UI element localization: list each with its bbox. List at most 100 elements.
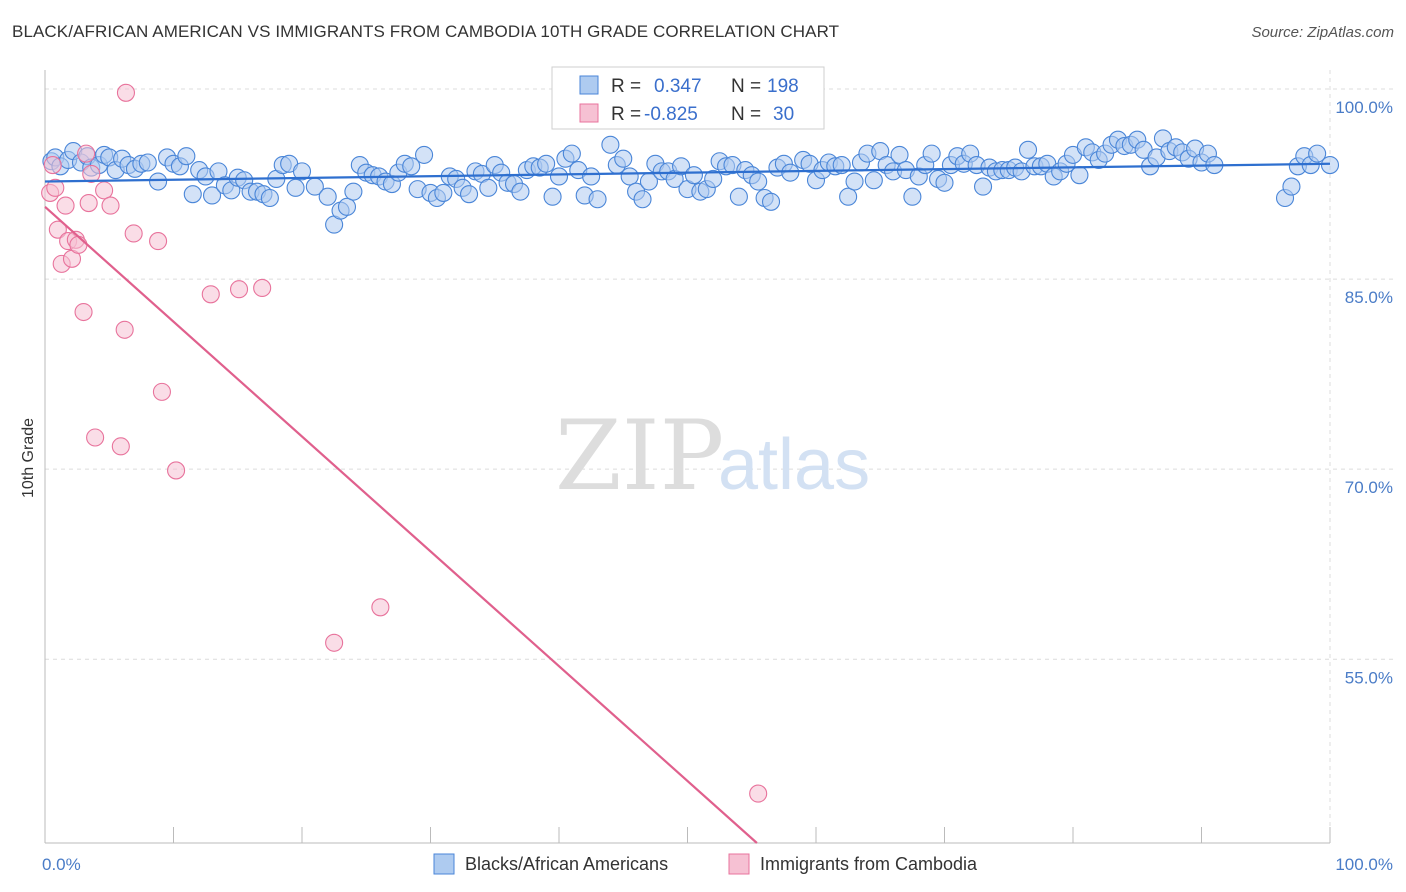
blue-point-124 [864, 171, 883, 190]
blue-point-184 [1320, 155, 1340, 175]
pink-point-11 [77, 144, 96, 163]
stats-blue-swatch [579, 75, 599, 95]
stats-blue-n-value: 198 [767, 76, 799, 97]
blue-point-22 [183, 185, 202, 204]
legend-blue-swatch [433, 853, 455, 875]
blue-point-179 [1282, 177, 1301, 196]
pink-point-2 [46, 178, 65, 197]
watermark: ZIP atlas [555, 400, 870, 512]
blue-point-183 [1308, 144, 1327, 163]
blue-point-121 [845, 172, 864, 191]
pink-point-10 [74, 302, 93, 322]
pink-point-28 [749, 784, 768, 803]
legend-pink-label: Immigrants from Cambodia [760, 854, 978, 874]
pink-point-17 [111, 437, 130, 456]
legend-blue-label: Blacks/African Americans [465, 854, 668, 874]
blue-point-17 [149, 172, 168, 191]
blue-point-25 [203, 186, 222, 205]
blue-point-41 [318, 187, 337, 206]
blue-point-54 [402, 157, 421, 176]
blue-point-84 [601, 135, 620, 154]
pink-point-14 [86, 428, 105, 447]
blue-point-16 [138, 153, 157, 172]
blue-point-104 [729, 187, 748, 206]
pink-point-21 [152, 382, 171, 401]
y-tick-label-0: 100.0% [1335, 98, 1393, 117]
pink-point-16 [101, 196, 120, 215]
blue-point-79 [562, 144, 581, 163]
blue-point-87 [620, 167, 639, 186]
blue-point-119 [832, 155, 851, 175]
blue-point-130 [903, 187, 922, 206]
blue-point-100 [704, 169, 723, 189]
stats-pink-n-label: N = [731, 104, 761, 125]
blue-point-39 [292, 162, 312, 181]
blue-point-59 [434, 183, 453, 202]
pink-point-15 [95, 181, 114, 200]
blue-point-112 [781, 163, 800, 182]
y-tick-label-2: 70.0% [1345, 478, 1393, 497]
blue-point-76 [543, 187, 562, 206]
x-tick-label-0: 0.0% [42, 855, 81, 874]
blue-point-141 [973, 177, 993, 196]
x-tick-labels: 0.0% 100.0% [42, 855, 1393, 874]
stats-blue-n-label: N = [731, 76, 761, 97]
pink-point-27 [371, 598, 390, 617]
legend: Blacks/African Americans Immigrants from… [433, 853, 978, 875]
blue-point-156 [1070, 166, 1089, 185]
blue-point-89 [633, 190, 652, 209]
blue-point-21 [177, 147, 196, 166]
x-tick-label-1: 100.0% [1335, 855, 1393, 874]
pink-trend-line [44, 206, 758, 844]
pink-point-24 [229, 280, 249, 299]
pink-point-20 [149, 232, 168, 251]
blue-point-133 [922, 144, 941, 163]
stats-blue-r-label: R = [611, 76, 641, 97]
blue-trend-line [44, 162, 1331, 183]
blue-point-107 [749, 172, 768, 191]
stats-pink-r-label: R = [611, 104, 641, 125]
blue-point-71 [511, 182, 530, 201]
y-tick-label-3: 55.0% [1345, 668, 1393, 687]
pink-point-12 [79, 194, 98, 213]
blue-point-75 [537, 154, 556, 173]
pink-point-18 [115, 320, 134, 339]
blue-point-135 [935, 173, 954, 192]
pink-point-9 [69, 235, 88, 254]
pink-point-23 [201, 285, 220, 304]
stats-pink-n-value: 30 [773, 104, 794, 125]
pink-point-19 [124, 224, 143, 243]
pink-point-5 [56, 196, 75, 215]
pink-point-3 [48, 220, 67, 239]
stats-box: R = 0.347 N = 198 R = -0.825 N = 30 [551, 66, 825, 130]
blue-point-82 [582, 167, 601, 186]
stats-pink-swatch [579, 103, 599, 123]
pink-point-13 [82, 164, 101, 183]
pink-point-26 [325, 633, 344, 652]
y-tick-labels: 100.0% 85.0% 70.0% 55.0% [1335, 98, 1393, 687]
blue-point-97 [684, 166, 703, 185]
blue-point-45 [344, 182, 363, 201]
blue-point-109 [761, 192, 781, 211]
blue-point-34 [260, 188, 279, 208]
pink-point-1 [43, 155, 62, 175]
blue-point-128 [890, 145, 909, 164]
blue-point-120 [839, 187, 858, 206]
blue-point-66 [479, 178, 498, 197]
pink-point-29 [116, 83, 136, 102]
blue-point-83 [588, 190, 607, 209]
pink-point-22 [167, 461, 186, 480]
legend-pink-swatch [728, 853, 750, 875]
stats-blue-r-value: 0.347 [654, 76, 702, 97]
blue-point-38 [286, 178, 305, 197]
y-tick-label-1: 85.0% [1345, 288, 1393, 307]
watermark-zip-text: ZIP [555, 400, 724, 512]
chart-title: BLACK/AFRICAN AMERICAN VS IMMIGRANTS FRO… [12, 22, 840, 41]
stats-pink-r-value: -0.825 [644, 104, 698, 125]
blue-point-56 [415, 145, 434, 164]
blue-point-95 [672, 157, 691, 176]
blue-point-77 [549, 167, 569, 186]
pink-point-25 [253, 278, 272, 298]
y-axis-label: 10th Grade [20, 418, 37, 498]
